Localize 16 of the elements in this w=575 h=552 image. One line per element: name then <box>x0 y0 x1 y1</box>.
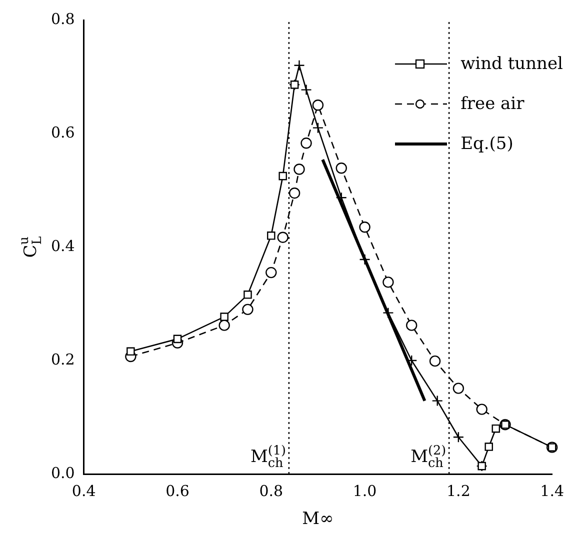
x-tick-label: 1.2 <box>446 482 470 500</box>
y-tick-label: 0.6 <box>50 123 75 142</box>
x-tick-label: 1.0 <box>352 482 377 500</box>
x-tick-label: 0.4 <box>72 482 96 500</box>
y-tick-label: 0.2 <box>50 350 75 368</box>
y-tick-label: 0.4 <box>50 236 75 255</box>
y-tick-label: 0.0 <box>50 464 75 482</box>
legend-label: wind tunnel <box>460 54 563 74</box>
x-tick-label: 1.4 <box>540 482 564 500</box>
x-axis-title: M∞ <box>302 509 334 529</box>
y-axis-title: CLu <box>17 236 45 258</box>
x-tick-label: 0.8 <box>259 482 284 500</box>
y-tick-label: 0.8 <box>50 10 75 28</box>
legend-label: free air <box>460 94 524 114</box>
x-tick-label: 0.6 <box>166 482 190 500</box>
legend-label: Eq.(5) <box>460 134 514 154</box>
